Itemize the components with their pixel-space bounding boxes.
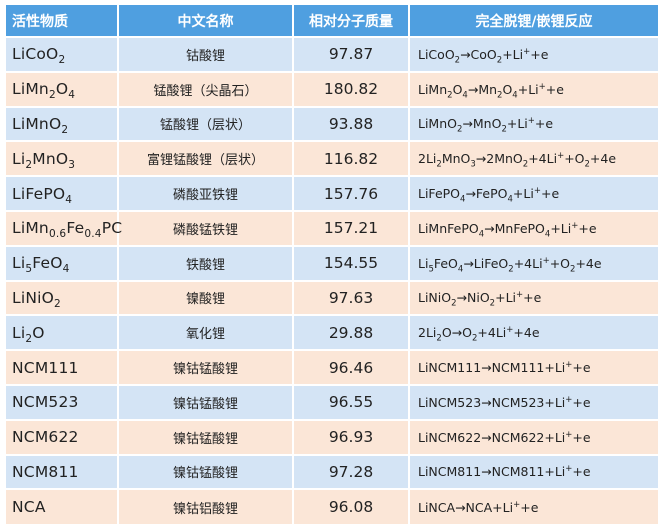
molecular-weight-cell: 180.82 (293, 70, 410, 107)
table-row: Li2MnO3 富锂锰酸锂（层状） 116.82 2Li2MnO3→2MnO2+4Li… (6, 140, 658, 177)
reaction-cell: LiMnFePO4→MnFePO4+Li++e (409, 209, 658, 246)
table-row: LiMn2O4 锰酸锂（尖晶石） 180.82 LiMn2O4→Mn2O4+Li++e (6, 70, 658, 107)
table-row: Li5FeO4 铁酸锂 154.55 Li5FeO4→LiFeO2+4Li++O2+4… (6, 244, 658, 281)
table-header-row: 活性物质 中文名称 相对分子质量 完全脱锂/嵌锂反应 (6, 5, 658, 37)
table-body: LiCoO2 钴酸锂 97.87 LiCoO2→CoO2+Li++e LiMn2O4 锰酸… (6, 36, 658, 525)
table-row: NCM523 镍钴锰酸锂 96.55 LiNCM523→NCM523+Li++e (6, 383, 658, 420)
chinese-name-cell: 镍钴锰酸锂 (118, 383, 294, 420)
material-cell: NCM111 (6, 349, 119, 385)
chinese-name-cell: 镍钴锰酸锂 (118, 349, 294, 385)
reaction-cell: Li5FeO4→LiFeO2+4Li++O2+4e (409, 244, 658, 281)
header-chinese-name: 中文名称 (118, 5, 294, 37)
material-cell: Li2O (6, 314, 119, 351)
molecular-weight-cell: 157.76 (293, 175, 410, 211)
molecular-weight-cell: 97.28 (293, 453, 410, 490)
reaction-cell: LiNCM811→NCM811+Li++e (409, 453, 658, 490)
molecular-weight-cell: 157.21 (293, 209, 410, 246)
table-row: Li2O 氧化锂 29.88 2Li2O→O2+4Li++4e (6, 314, 658, 351)
material-cell: LiMn0.6Fe0.4PC (6, 209, 122, 246)
table-row: NCM811 镍钴锰酸锂 97.28 LiNCM811→NCM811+Li++e (6, 453, 658, 490)
molecular-weight-cell: 96.08 (293, 488, 410, 525)
chinese-name-cell: 磷酸亚铁锂 (118, 175, 294, 211)
table-row: NCM622 镍钴锰酸锂 96.93 LiNCM622→NCM622+Li++e (6, 418, 658, 455)
reaction-cell: LiNCM622→NCM622+Li++e (409, 418, 658, 455)
material-cell: NCM622 (6, 418, 119, 455)
material-cell: NCM811 (6, 453, 119, 490)
table-row: LiNiO2 镍酸锂 97.63 LiNiO2→NiO2+Li++e (6, 279, 658, 316)
reaction-cell: LiMn2O4→Mn2O4+Li++e (409, 70, 658, 107)
reaction-cell: LiMnO2→MnO2+Li++e (409, 105, 658, 142)
header-molecular-weight: 相对分子质量 (293, 5, 410, 37)
molecular-weight-cell: 96.55 (293, 383, 410, 420)
table-row: LiCoO2 钴酸锂 97.87 LiCoO2→CoO2+Li++e (6, 36, 658, 72)
chinese-name-cell: 锰酸锂（尖晶石） (118, 70, 294, 107)
table-row: NCM111 镍钴锰酸锂 96.46 LiNCM111→NCM111+Li++e (6, 349, 658, 385)
reaction-cell: 2Li2O→O2+4Li++4e (409, 314, 658, 351)
cathode-material-table: 活性物质 中文名称 相对分子质量 完全脱锂/嵌锂反应 LiCoO2 钴酸锂 97.8… (6, 5, 658, 525)
molecular-weight-cell: 97.87 (293, 36, 410, 72)
material-table-container: 活性物质 中文名称 相对分子质量 完全脱锂/嵌锂反应 LiCoO2 钴酸锂 97.8… (6, 5, 658, 525)
chinese-name-cell: 镍酸锂 (118, 279, 294, 316)
material-cell: LiNiO2 (6, 279, 119, 316)
material-cell: LiMnO2 (6, 105, 119, 142)
reaction-cell: LiNiO2→NiO2+Li++e (409, 279, 658, 316)
material-cell: NCM523 (6, 383, 119, 420)
material-cell: LiMn2O4 (6, 70, 119, 107)
chinese-name-cell: 镍钴锰酸锂 (118, 418, 294, 455)
table-row: LiFePO4 磷酸亚铁锂 157.76 LiFePO4→FePO4+Li++e (6, 175, 658, 211)
molecular-weight-cell: 29.88 (293, 314, 410, 351)
chinese-name-cell: 铁酸锂 (118, 244, 294, 281)
reaction-cell: 2Li2MnO3→2MnO2+4Li++O2+4e (409, 140, 658, 177)
reaction-cell: LiNCM523→NCM523+Li++e (409, 383, 658, 420)
chinese-name-cell: 锰酸锂（层状） (118, 105, 294, 142)
chinese-name-cell: 富锂锰酸锂（层状） (118, 140, 294, 177)
header-active-material: 活性物质 (6, 5, 119, 37)
header-reaction: 完全脱锂/嵌锂反应 (475, 13, 593, 30)
chinese-name-cell: 磷酸锰铁锂 (118, 209, 294, 246)
molecular-weight-cell: 97.63 (293, 279, 410, 316)
reaction-cell: LiNCM111→NCM111+Li++e (409, 349, 658, 385)
chinese-name-cell: 镍钴锰酸锂 (118, 453, 294, 490)
table-row: NCA 镍钴铝酸锂 96.08 LiNCA→NCA+Li++e (6, 488, 658, 525)
reaction-cell: LiNCA→NCA+Li++e (409, 488, 658, 525)
material-cell: NCA (6, 488, 119, 525)
reaction-cell: LiFePO4→FePO4+Li++e (409, 175, 658, 211)
reaction-cell: LiCoO2→CoO2+Li++e (409, 36, 658, 72)
molecular-weight-cell: 96.93 (293, 418, 410, 455)
material-cell: Li5FeO4 (6, 244, 119, 281)
material-cell: LiFePO4 (6, 175, 119, 211)
chinese-name-cell: 镍钴铝酸锂 (118, 488, 294, 525)
table-row: LiMn0.6Fe0.4PC 磷酸锰铁锂 157.21 LiMnFePO4→MnFeP… (6, 209, 658, 246)
molecular-weight-cell: 116.82 (293, 140, 410, 177)
molecular-weight-cell: 96.46 (293, 349, 410, 385)
molecular-weight-cell: 93.88 (293, 105, 410, 142)
material-cell: Li2MnO3 (6, 140, 119, 177)
table-row: LiMnO2 锰酸锂（层状） 93.88 LiMnO2→MnO2+Li++e (6, 105, 658, 142)
chinese-name-cell: 氧化锂 (118, 314, 294, 351)
chinese-name-cell: 钴酸锂 (118, 36, 294, 72)
molecular-weight-cell: 154.55 (293, 244, 410, 281)
material-cell: LiCoO2 (6, 36, 119, 72)
